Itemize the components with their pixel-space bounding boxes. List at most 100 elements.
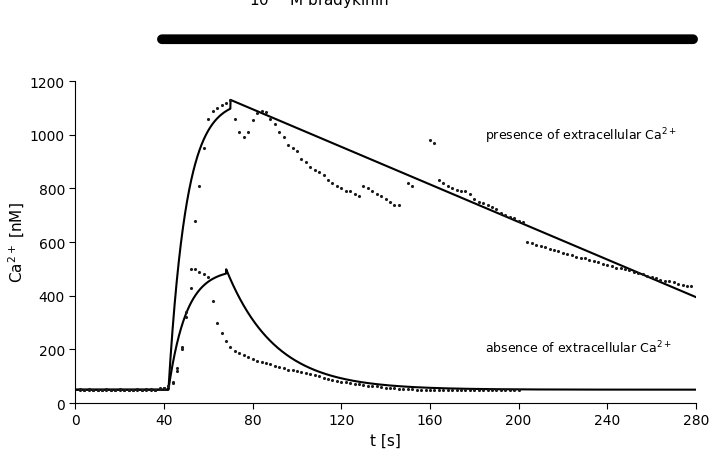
Point bbox=[340, 188, 352, 195]
Point bbox=[136, 386, 147, 394]
Point bbox=[468, 196, 480, 203]
Point bbox=[132, 386, 143, 393]
Point bbox=[247, 355, 258, 363]
Point bbox=[424, 386, 435, 394]
Point bbox=[571, 253, 582, 261]
Point bbox=[402, 386, 414, 393]
Point bbox=[358, 182, 369, 190]
Point bbox=[127, 386, 139, 394]
Point bbox=[198, 271, 210, 278]
Point bbox=[460, 386, 471, 394]
Point bbox=[140, 386, 152, 393]
Point bbox=[185, 284, 196, 292]
Point bbox=[265, 361, 276, 368]
Point bbox=[371, 191, 382, 198]
Point bbox=[362, 185, 374, 192]
Point bbox=[384, 199, 396, 206]
Point bbox=[92, 386, 103, 394]
Point bbox=[269, 121, 281, 128]
Point bbox=[375, 384, 387, 391]
Point bbox=[389, 202, 400, 209]
Point bbox=[158, 384, 170, 391]
Point bbox=[407, 386, 418, 393]
Point bbox=[344, 188, 356, 195]
Point bbox=[216, 102, 228, 110]
Point bbox=[74, 386, 85, 394]
Point bbox=[110, 386, 121, 394]
Point bbox=[682, 282, 693, 289]
Point bbox=[251, 111, 263, 118]
Point bbox=[243, 129, 254, 136]
Point bbox=[79, 386, 90, 394]
Point bbox=[455, 188, 467, 195]
Point bbox=[96, 386, 107, 394]
Point bbox=[442, 182, 453, 190]
Point bbox=[544, 246, 556, 253]
Point bbox=[642, 273, 653, 280]
Point bbox=[664, 278, 675, 285]
Point bbox=[646, 274, 657, 281]
Point bbox=[176, 344, 188, 351]
Point bbox=[593, 259, 604, 266]
Point bbox=[446, 386, 458, 394]
Point bbox=[229, 116, 241, 123]
Point bbox=[407, 182, 418, 190]
Point bbox=[300, 159, 311, 166]
Point bbox=[331, 377, 342, 384]
Point bbox=[628, 268, 639, 276]
Point bbox=[83, 386, 95, 394]
Point bbox=[344, 379, 356, 387]
Point bbox=[437, 180, 449, 187]
Point bbox=[362, 382, 374, 389]
Point bbox=[384, 384, 396, 392]
Point bbox=[278, 365, 289, 372]
Point bbox=[451, 187, 463, 194]
Point bbox=[393, 385, 405, 392]
Point bbox=[207, 108, 218, 115]
Point bbox=[624, 267, 635, 274]
Point bbox=[464, 386, 475, 394]
Point bbox=[247, 117, 258, 124]
Point bbox=[429, 140, 440, 147]
Point bbox=[180, 314, 192, 321]
Point bbox=[265, 116, 276, 123]
Point bbox=[606, 263, 617, 270]
Point bbox=[229, 347, 241, 354]
Point bbox=[672, 280, 684, 288]
Point bbox=[375, 193, 387, 201]
Point bbox=[123, 386, 135, 394]
Point bbox=[225, 97, 236, 104]
Point bbox=[291, 368, 303, 375]
Point bbox=[314, 373, 325, 380]
Point bbox=[508, 386, 520, 394]
Point bbox=[185, 266, 196, 273]
Point bbox=[495, 386, 507, 394]
Point bbox=[172, 365, 183, 372]
Y-axis label: Ca$^{2+}$ [nM]: Ca$^{2+}$ [nM] bbox=[7, 202, 27, 283]
Point bbox=[473, 199, 485, 206]
Point bbox=[296, 156, 307, 163]
Point bbox=[79, 386, 90, 394]
Point bbox=[353, 193, 364, 201]
Point bbox=[336, 378, 347, 385]
Point bbox=[309, 167, 321, 174]
Point bbox=[296, 369, 307, 376]
Point bbox=[446, 185, 458, 192]
Point bbox=[318, 172, 329, 179]
Point bbox=[433, 177, 445, 185]
Point bbox=[326, 376, 338, 384]
Point bbox=[522, 239, 533, 246]
Point bbox=[411, 386, 422, 394]
Point bbox=[203, 116, 214, 123]
Point bbox=[371, 383, 382, 390]
Point bbox=[668, 279, 679, 286]
Point bbox=[349, 191, 360, 198]
Point bbox=[490, 206, 502, 213]
Point bbox=[163, 383, 174, 390]
Point bbox=[207, 298, 218, 305]
Point bbox=[83, 386, 95, 393]
Point bbox=[601, 262, 613, 269]
Text: presence of extracellular Ca$^{2+}$: presence of extracellular Ca$^{2+}$ bbox=[485, 126, 677, 145]
Point bbox=[114, 386, 125, 394]
Point bbox=[304, 164, 316, 171]
